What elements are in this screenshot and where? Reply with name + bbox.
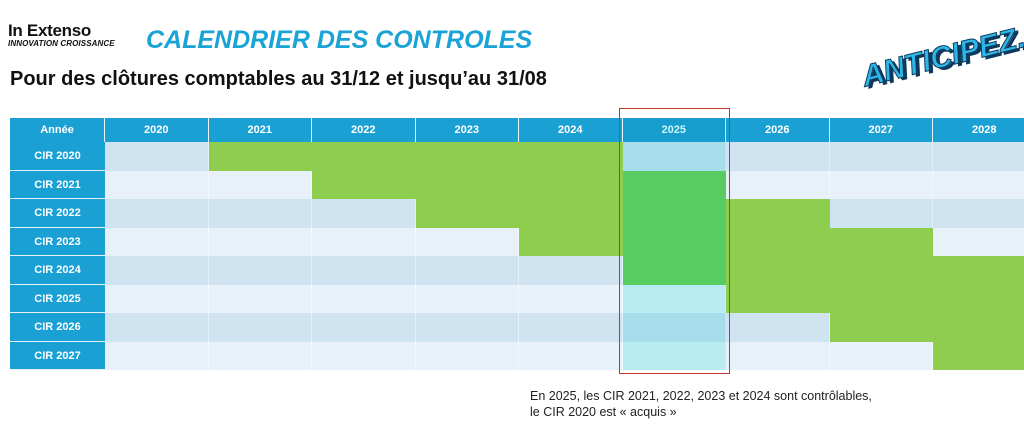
controllable-cell <box>933 284 1024 313</box>
controllable-cell <box>519 199 623 228</box>
empty-cell <box>829 341 933 370</box>
empty-cell <box>829 199 933 228</box>
row-label: CIR 2023 <box>10 227 105 256</box>
year-header-2020: 2020 <box>105 118 209 142</box>
row-label: CIR 2022 <box>10 199 105 228</box>
empty-cell <box>208 313 312 342</box>
empty-cell <box>208 199 312 228</box>
empty-cell <box>415 227 519 256</box>
logo-tagline: INNOVATION CROISSANCE <box>8 39 115 48</box>
controllable-cell <box>312 170 416 199</box>
empty-cell <box>933 199 1024 228</box>
empty-cell <box>933 170 1024 199</box>
row-label: CIR 2027 <box>10 341 105 370</box>
empty-cell <box>519 284 623 313</box>
controllable-cell <box>829 313 933 342</box>
controllable-cell <box>519 170 623 199</box>
controllable-cell <box>726 256 830 285</box>
empty-cell <box>312 227 416 256</box>
empty-cell <box>726 313 830 342</box>
year-header-2024: 2024 <box>519 118 623 142</box>
row-label: CIR 2026 <box>10 313 105 342</box>
controllable-cell <box>312 142 416 171</box>
empty-cell <box>105 313 209 342</box>
empty-cell <box>208 227 312 256</box>
controllable-cell <box>726 227 830 256</box>
empty-cell <box>726 341 830 370</box>
year-header-2021: 2021 <box>208 118 312 142</box>
highlight-year-band <box>622 118 726 370</box>
controllable-cell <box>415 199 519 228</box>
controllable-cell <box>829 284 933 313</box>
empty-cell <box>829 142 933 171</box>
footnote-line-1: En 2025, les CIR 2021, 2022, 2023 et 202… <box>530 389 872 403</box>
controllable-cell <box>415 142 519 171</box>
empty-cell <box>415 256 519 285</box>
controllable-cell <box>829 256 933 285</box>
controllable-cell <box>726 199 830 228</box>
brand-text: ANTICIPEZ. <box>858 21 1024 94</box>
empty-cell <box>415 341 519 370</box>
empty-cell <box>105 341 209 370</box>
empty-cell <box>829 170 933 199</box>
controllable-cell <box>519 227 623 256</box>
page-title: CALENDRIER DES CONTROLES <box>146 26 533 54</box>
empty-cell <box>105 170 209 199</box>
controllable-cell <box>519 142 623 171</box>
year-header-2027: 2027 <box>829 118 933 142</box>
controllable-cell <box>726 284 830 313</box>
year-header-2023: 2023 <box>415 118 519 142</box>
empty-cell <box>519 256 623 285</box>
controllable-cell <box>208 142 312 171</box>
empty-cell <box>105 199 209 228</box>
empty-cell <box>312 341 416 370</box>
empty-cell <box>312 313 416 342</box>
row-label: CIR 2025 <box>10 284 105 313</box>
controllable-cell <box>933 256 1024 285</box>
logo-name: In Extenso <box>8 21 91 40</box>
year-header-2022: 2022 <box>312 118 416 142</box>
empty-cell <box>105 142 209 171</box>
footnote-line-2: le CIR 2020 est « acquis » <box>530 405 677 419</box>
year-header-2028: 2028 <box>933 118 1024 142</box>
empty-cell <box>415 284 519 313</box>
footnote: En 2025, les CIR 2021, 2022, 2023 et 202… <box>530 388 872 420</box>
empty-cell <box>105 256 209 285</box>
empty-cell <box>312 284 416 313</box>
empty-cell <box>726 142 830 171</box>
header-corner-label: Année <box>10 118 105 142</box>
empty-cell <box>933 227 1024 256</box>
controllable-cell <box>415 170 519 199</box>
empty-cell <box>519 313 623 342</box>
row-label: CIR 2021 <box>10 170 105 199</box>
empty-cell <box>208 170 312 199</box>
highlight-year-frame <box>618 108 730 374</box>
controllable-cell <box>933 341 1024 370</box>
empty-cell <box>726 170 830 199</box>
in-extenso-logo: In Extenso INNOVATION CROISSANCE <box>8 22 115 48</box>
empty-cell <box>312 256 416 285</box>
empty-cell <box>933 142 1024 171</box>
row-label: CIR 2020 <box>10 142 105 171</box>
controllable-cell <box>829 227 933 256</box>
page-subtitle: Pour des clôtures comptables au 31/12 et… <box>10 68 547 90</box>
empty-cell <box>208 256 312 285</box>
year-header-2026: 2026 <box>726 118 830 142</box>
empty-cell <box>208 284 312 313</box>
empty-cell <box>312 199 416 228</box>
empty-cell <box>105 227 209 256</box>
empty-cell <box>208 341 312 370</box>
anticipez-brand-logo: ANTICIPEZ. ANTICIPEZ. <box>850 18 1024 98</box>
row-label: CIR 2024 <box>10 256 105 285</box>
empty-cell <box>415 313 519 342</box>
empty-cell <box>519 341 623 370</box>
controllable-cell <box>933 313 1024 342</box>
empty-cell <box>105 284 209 313</box>
